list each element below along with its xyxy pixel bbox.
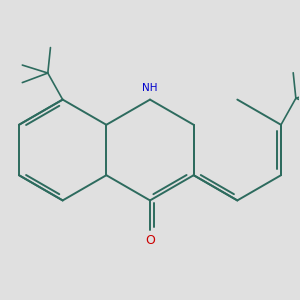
Text: O: O (145, 234, 155, 247)
Text: NH: NH (142, 83, 158, 93)
